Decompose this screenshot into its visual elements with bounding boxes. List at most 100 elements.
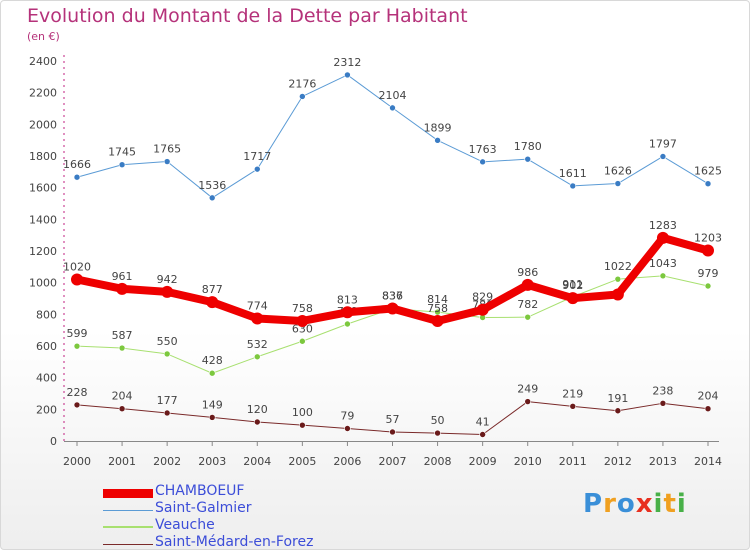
data-label-saint-medard-en-forez: 120: [247, 403, 268, 416]
data-label-saint-medard-en-forez: 149: [202, 398, 223, 411]
data-label-chamboeuf: 758: [292, 302, 313, 315]
data-label-saint-medard-en-forez: 177: [157, 394, 178, 407]
data-label-chamboeuf: 961: [112, 270, 133, 283]
data-label-saint-medard-en-forez: 57: [386, 413, 400, 426]
data-label-saint-galmier: 1780: [514, 140, 542, 153]
data-point-chamboeuf: [161, 285, 174, 298]
data-point-veauche: [344, 320, 351, 328]
y-tick-label: 2400: [29, 55, 57, 68]
x-tick-label: 2013: [649, 455, 677, 468]
data-label-chamboeuf: 758: [427, 302, 448, 315]
data-point-saint-galmier: [614, 180, 622, 187]
x-tick-label: 2014: [694, 455, 722, 468]
data-point-saint-galmier: [344, 71, 351, 79]
legend-swatch: [103, 526, 153, 528]
data-point-chamboeuf: [521, 278, 534, 291]
x-tick-label: 2007: [379, 455, 407, 468]
data-label-chamboeuf: 986: [517, 266, 538, 279]
data-label-saint-galmier: 1765: [153, 143, 181, 156]
x-tick-label: 2004: [243, 455, 271, 468]
data-label-saint-medard-en-forez: 41: [476, 416, 490, 429]
data-point-veauche: [614, 275, 622, 283]
data-point-veauche: [659, 272, 667, 280]
x-tick-label: 2009: [469, 455, 497, 468]
data-point-veauche: [208, 369, 216, 377]
data-point-saint-galmier: [299, 93, 306, 100]
data-label-saint-medard-en-forez: 204: [698, 390, 719, 403]
y-tick-label: 1400: [29, 213, 57, 226]
data-point-saint-galmier: [389, 104, 396, 112]
legend-label: Saint-Médard-en-Forez: [155, 534, 314, 550]
data-label-saint-medard-en-forez: 238: [652, 384, 673, 397]
data-label-veauche: 1022: [604, 260, 632, 273]
data-point-chamboeuf: [431, 314, 444, 327]
logo-letter: t: [663, 489, 677, 519]
logo-letter: o: [616, 489, 636, 519]
proxiti-logo: Proxiti: [583, 489, 687, 519]
data-point-saint-medard-en-forez: [208, 414, 216, 421]
y-tick-label: 1800: [29, 150, 57, 163]
logo-letter: r: [603, 489, 617, 519]
data-label-saint-galmier: 1536: [198, 179, 226, 192]
x-tick-label: 2002: [153, 455, 181, 468]
data-point-chamboeuf: [116, 282, 129, 295]
data-point-veauche: [73, 342, 81, 350]
data-label-veauche: 911: [562, 278, 583, 291]
data-label-chamboeuf: 1020: [63, 261, 91, 274]
data-point-chamboeuf: [476, 303, 489, 316]
legend-label: CHAMBOEUF: [155, 483, 245, 499]
data-point-saint-galmier: [73, 173, 81, 181]
data-label-saint-galmier: 2104: [379, 89, 407, 102]
data-label-saint-medard-en-forez: 228: [67, 386, 88, 399]
data-point-saint-medard-en-forez: [163, 409, 171, 417]
data-label-saint-medard-en-forez: 249: [517, 383, 538, 396]
data-point-saint-galmier: [208, 194, 216, 202]
data-label-veauche: 599: [67, 327, 88, 340]
y-tick-label: 1200: [29, 245, 57, 258]
data-label-veauche: 428: [202, 354, 223, 367]
legend-label: Veauche: [155, 517, 215, 533]
data-point-veauche: [524, 313, 532, 321]
x-tick-label: 2000: [63, 455, 91, 468]
y-tick-label: 600: [36, 340, 57, 353]
logo-letter: i: [653, 489, 664, 519]
x-tick-label: 2008: [424, 455, 452, 468]
logo-letter: i: [676, 489, 687, 519]
data-point-saint-medard-en-forez: [704, 405, 712, 413]
x-tick-label: 2003: [198, 455, 226, 468]
data-label-veauche: 782: [517, 298, 538, 311]
chart-subtitle: (en €): [27, 30, 60, 43]
y-tick-label: 1600: [29, 182, 57, 195]
data-label-chamboeuf: 942: [157, 273, 178, 286]
data-label-chamboeuf: 877: [202, 283, 223, 296]
data-point-veauche: [253, 353, 261, 361]
data-point-saint-galmier: [118, 161, 126, 169]
logo-letter: x: [635, 489, 654, 519]
data-point-chamboeuf: [656, 231, 669, 244]
data-point-chamboeuf: [611, 288, 624, 301]
data-label-saint-medard-en-forez: 100: [292, 406, 313, 419]
data-label-veauche: 814: [427, 293, 448, 306]
data-point-saint-galmier: [253, 165, 261, 173]
data-label-saint-medard-en-forez: 79: [340, 409, 354, 422]
data-point-chamboeuf: [702, 244, 714, 257]
data-point-saint-medard-en-forez: [118, 405, 126, 413]
data-label-chamboeuf: 829: [472, 291, 493, 304]
data-label-veauche: 630: [292, 322, 313, 335]
data-label-saint-medard-en-forez: 204: [112, 390, 133, 403]
data-label-saint-galmier: 1611: [559, 167, 587, 180]
data-label-saint-galmier: 1625: [694, 165, 722, 178]
logo-letter: P: [583, 489, 604, 519]
data-point-saint-medard-en-forez: [253, 418, 261, 426]
data-point-saint-medard-en-forez: [299, 421, 306, 429]
data-label-saint-galmier: 1745: [108, 146, 136, 159]
data-point-saint-galmier: [524, 155, 532, 163]
data-point-saint-galmier: [479, 158, 486, 166]
y-tick-label: 200: [36, 403, 57, 416]
data-label-chamboeuf: 837: [382, 289, 403, 302]
data-point-veauche: [163, 350, 171, 358]
x-tick-label: 2011: [559, 455, 587, 468]
data-label-saint-galmier: 1763: [469, 143, 497, 156]
data-label-veauche: 532: [247, 338, 268, 351]
